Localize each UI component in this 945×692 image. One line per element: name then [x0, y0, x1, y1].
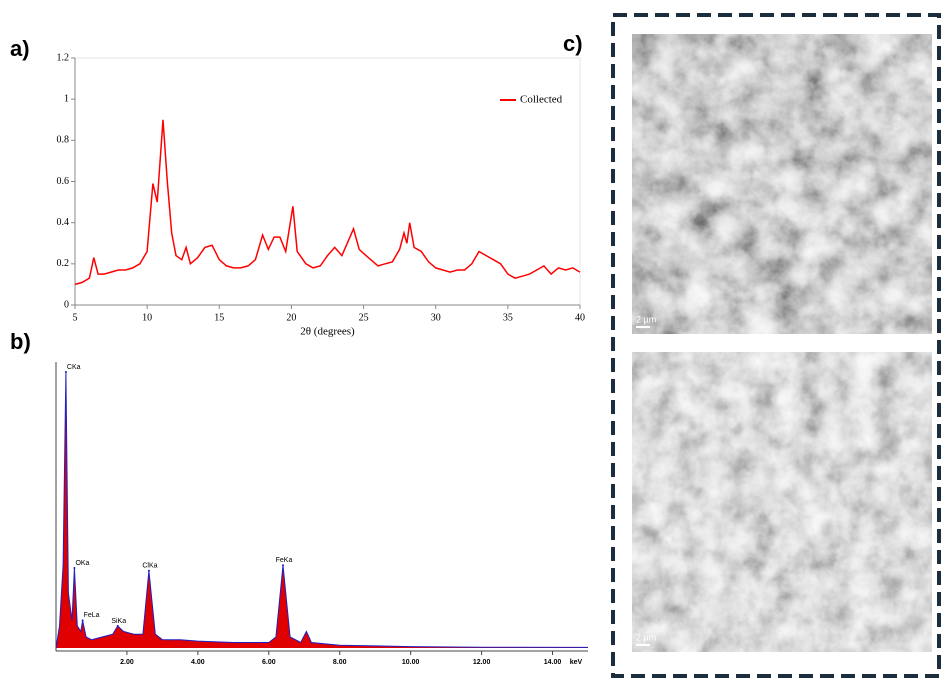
spectrum-line: [55, 371, 589, 649]
x-tick-label: 15: [214, 312, 224, 323]
x-tick-label: 10: [142, 312, 152, 323]
y-tick-label: 0.8: [57, 135, 70, 146]
panel-label: b): [10, 329, 31, 354]
y-tick-label: 1: [64, 93, 69, 104]
x-tick-label: 8.00: [333, 659, 347, 666]
peak-marker: [73, 566, 76, 569]
scale-label: 2 µm: [636, 632, 656, 642]
x-tick-label: 20: [286, 312, 296, 323]
legend-label: Collected: [520, 94, 563, 106]
peak-label: CKa: [67, 364, 81, 371]
peak-label: ClKa: [142, 563, 157, 570]
spectrum-fill: [56, 372, 588, 648]
x-tick-label: 4.00: [191, 659, 205, 666]
peak-marker: [64, 371, 67, 373]
x-tick-label: 6.00: [262, 659, 276, 666]
x-tick-label: 40: [575, 312, 585, 323]
peak-marker: [147, 569, 150, 572]
x-tick-label: 14.00: [544, 659, 562, 666]
peak-label: FeKa: [276, 557, 293, 564]
x-tick-label: 25: [359, 312, 369, 323]
x-axis-label: keV: [570, 659, 583, 666]
y-tick-label: 0.6: [57, 176, 70, 187]
peak-label: FeLa: [84, 612, 100, 619]
y-tick-label: 0.4: [57, 217, 70, 228]
x-axis-label: 2θ (degrees): [300, 326, 355, 338]
panel-label: a): [10, 36, 30, 61]
peak-label: OKa: [75, 560, 89, 567]
line: [74, 119, 581, 286]
sem-image: [632, 352, 932, 652]
x-tick-label: 30: [431, 312, 441, 323]
peak-marker: [116, 624, 119, 627]
y-tick-label: 1.2: [57, 52, 70, 63]
sem-image: [632, 34, 932, 334]
y-tick-label: 0.2: [57, 258, 70, 269]
peak-marker: [281, 564, 284, 567]
scale-label: 2 µm: [636, 314, 656, 324]
x-tick-label: 5: [73, 312, 78, 323]
peak-label: SiKa: [111, 618, 126, 625]
x-tick-label: 10.00: [402, 659, 420, 666]
y-tick-label: 0: [64, 299, 69, 310]
x-tick-label: 35: [503, 312, 513, 323]
peak-marker: [81, 619, 84, 622]
panel-frame: [611, 13, 941, 678]
x-tick-label: 12.00: [473, 659, 491, 666]
panel-label: c): [563, 31, 583, 56]
x-tick-label: 2.00: [120, 659, 134, 666]
